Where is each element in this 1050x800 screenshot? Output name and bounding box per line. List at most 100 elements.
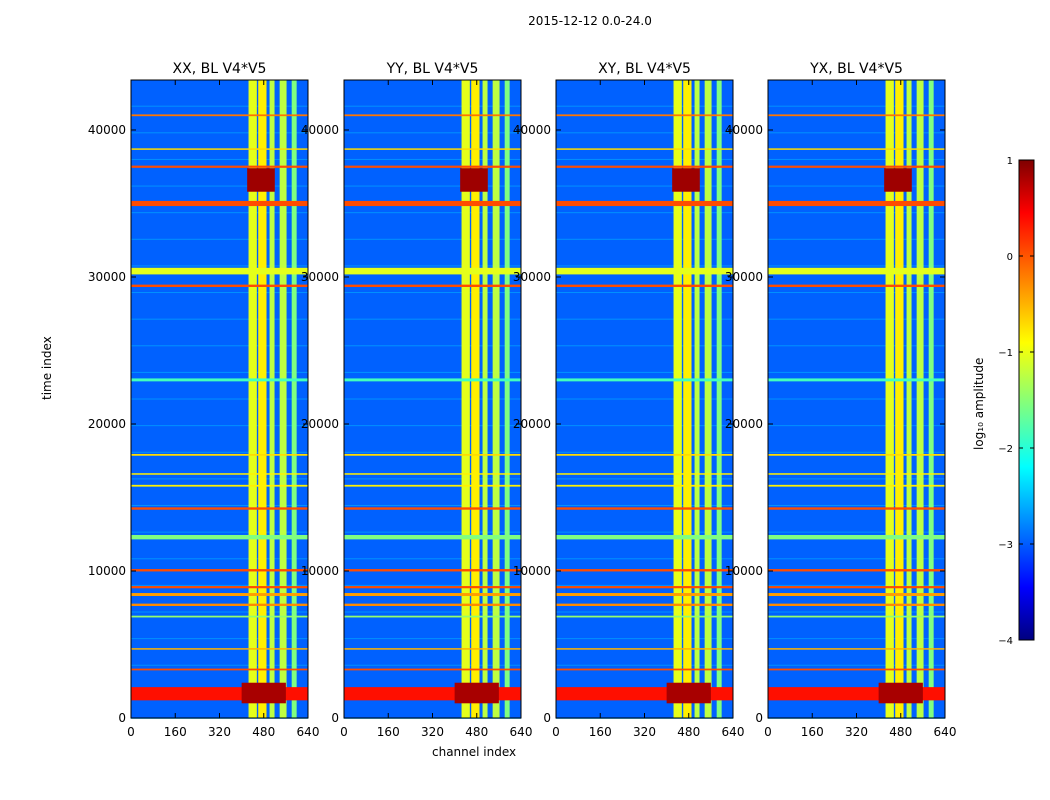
x-tick-label: 480 (889, 725, 912, 739)
heatmap-time-band (768, 378, 945, 382)
colorbar-tick-label: −4 (998, 636, 1013, 647)
heatmap-noise-row (556, 451, 733, 453)
heatmap-noise-row (556, 212, 733, 214)
heatmap-channel-band (471, 80, 480, 718)
y-tick-label: 40000 (301, 123, 339, 137)
heatmap-noise-row (344, 185, 521, 187)
heatmap-time-band (131, 148, 308, 150)
heatmap-time-band (556, 148, 733, 150)
y-tick-label: 10000 (301, 564, 339, 578)
heatmap-time-band (131, 200, 308, 207)
heatmap-noise-row (344, 158, 521, 160)
heatmap-channel-band (258, 80, 267, 718)
heatmap-noise-row (131, 505, 308, 507)
heatmap-noise-row (556, 158, 733, 160)
heatmap-time-band (344, 114, 521, 117)
heatmap-noise-row (131, 478, 308, 480)
heatmap-noise-row (131, 451, 308, 453)
x-tick-label: 640 (934, 725, 957, 739)
heatmap-channel-band (928, 80, 934, 718)
heatmap-noise-row (344, 398, 521, 400)
heatmap-noise-row (344, 531, 521, 533)
heatmap-noise-row (344, 664, 521, 666)
heatmap-time-band (556, 648, 733, 650)
x-tick-label: 320 (421, 725, 444, 739)
heatmap-channel-band (248, 80, 257, 718)
heatmap-time-band (768, 148, 945, 150)
heatmap-time-band (556, 668, 733, 671)
heatmap-time-band (768, 648, 945, 650)
heatmap-noise-row (131, 265, 308, 267)
heatmap-noise-row (344, 425, 521, 427)
heatmap-time-band (344, 534, 521, 540)
heatmap-time-band (556, 114, 733, 117)
heatmap-noise-row (131, 105, 308, 107)
heatmap-time-band (131, 473, 308, 475)
heatmap-noise-row (556, 371, 733, 373)
heatmap-noise-row (556, 292, 733, 294)
heatmap-noise-row (768, 584, 945, 586)
heatmap-time-band (344, 484, 521, 487)
colorbar-tick-label: −3 (998, 540, 1013, 551)
heatmap-channel-band (683, 80, 692, 718)
heatmap-noise-row (344, 238, 521, 240)
heatmap-hotspot (247, 168, 275, 192)
heatmap-noise-row (344, 638, 521, 640)
heatmap-time-band (344, 284, 521, 287)
heatmap-noise-row (556, 238, 733, 240)
heatmap-channel-band (492, 80, 500, 718)
heatmap-noise-row (768, 638, 945, 640)
heatmap-hotspot (460, 168, 488, 192)
heatmap-noise-row (131, 318, 308, 320)
heatmap-noise-row (768, 318, 945, 320)
heatmap-channel-band (916, 80, 924, 718)
heatmap-channel-band (482, 80, 488, 718)
heatmap-hotspot (884, 168, 912, 192)
heatmap-time-band (556, 603, 733, 606)
heatmap-noise-row (344, 478, 521, 480)
heatmap-noise-row (131, 345, 308, 347)
y-tick-label: 20000 (88, 417, 126, 431)
heatmap-time-band (768, 453, 945, 456)
heatmap-noise-row (344, 265, 521, 267)
heatmap-time-band (768, 484, 945, 487)
heatmap-noise-row (556, 265, 733, 267)
x-tick-label: 480 (252, 725, 275, 739)
x-axis-label: channel index (432, 745, 517, 759)
heatmap-noise-row (556, 611, 733, 613)
heatmap-time-band (768, 569, 945, 572)
panel-title: XX, BL V4*V5 (173, 61, 267, 77)
heatmap-channel-band (291, 80, 297, 718)
heatmap-time-band (344, 569, 521, 572)
heatmap-time-band (556, 615, 733, 618)
heatmap-channel-band (704, 80, 712, 718)
heatmap-noise-row (344, 292, 521, 294)
y-tick-label: 0 (543, 711, 551, 725)
heatmap-channel-band (673, 80, 682, 718)
heatmap-noise-row (344, 584, 521, 586)
heatmap-noise-row (344, 105, 521, 107)
heatmap-noise-row (131, 132, 308, 134)
heatmap-time-band (131, 569, 308, 572)
x-tick-label: 640 (297, 725, 320, 739)
x-tick-label: 0 (340, 725, 348, 739)
heatmap-time-band (344, 453, 521, 456)
heatmap-noise-row (556, 558, 733, 560)
y-tick-label: 40000 (88, 123, 126, 137)
heatmap-noise-row (556, 345, 733, 347)
x-tick-label: 0 (764, 725, 772, 739)
heatmap-channel-band (694, 80, 700, 718)
heatmap-time-band (768, 615, 945, 618)
y-tick-label: 20000 (513, 417, 551, 431)
heatmap-noise-row (344, 505, 521, 507)
heatmap-time-band (556, 507, 733, 510)
colorbar-label: log₁₀ amplitude (972, 357, 986, 450)
heatmap-time-band (131, 648, 308, 650)
heatmap-time-band (768, 200, 945, 207)
heatmap-time-band (556, 593, 733, 596)
x-tick-label: 320 (208, 725, 231, 739)
heatmap-noise-row (131, 398, 308, 400)
heatmap-hotspot (241, 682, 286, 704)
heatmap-noise-row (131, 531, 308, 533)
heatmap-noise-row (556, 584, 733, 586)
